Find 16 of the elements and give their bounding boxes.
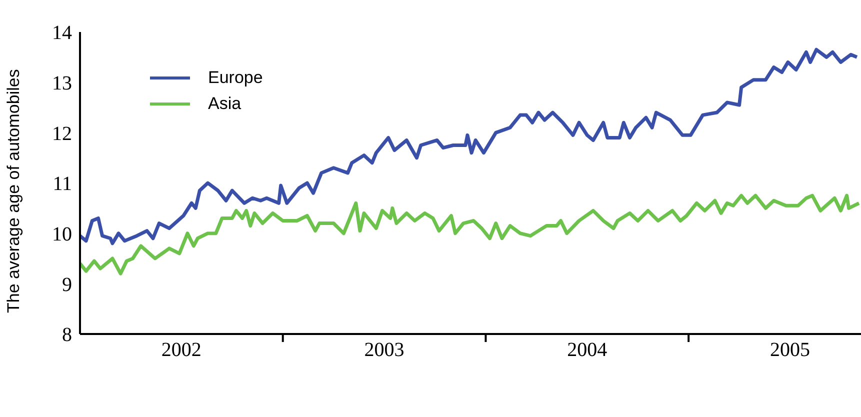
y-tick-label: 12 [52, 122, 72, 145]
legend-label: Europe [208, 68, 263, 88]
y-tick-label: 9 [62, 274, 72, 296]
y-tick-label: 11 [52, 173, 72, 196]
x-tick-label: 2004 [567, 339, 608, 361]
y-tick-label: 14 [52, 22, 72, 44]
y-axis-title: The average age of automobiles [4, 69, 24, 313]
y-tick-label: 10 [52, 223, 72, 246]
legend-label: Asia [208, 94, 242, 114]
x-tick-label: 2003 [364, 339, 404, 361]
x-tick-label: 2002 [161, 339, 202, 361]
y-tick-label: 13 [52, 72, 72, 94]
line-series [80, 194, 861, 276]
line-series [80, 48, 859, 246]
y-tick-label: 8 [62, 324, 72, 346]
x-tick-label: 2005 [770, 339, 810, 361]
